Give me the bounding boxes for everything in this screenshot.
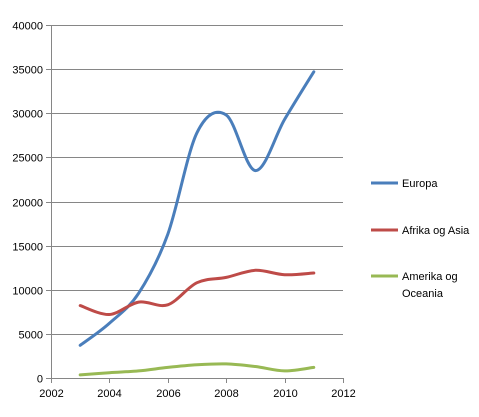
legend: Europa Afrika og Asia Amerika og Oceania — [371, 178, 470, 300]
legend-label-amerika-og-oceania: Amerika og Oceania — [402, 271, 458, 300]
y-tick-label: 40000 — [12, 21, 43, 33]
series-line-amerika-og-oceania — [78, 362, 316, 377]
x-tick-label: 2008 — [214, 388, 238, 400]
legend-label-line: Amerika og — [402, 271, 458, 283]
y-tick-label: 20000 — [12, 198, 43, 210]
series-line-europa — [78, 70, 316, 347]
y-tick-label: 0 — [37, 374, 43, 386]
legend-label-europa: Europa — [402, 178, 438, 190]
y-tick-label: 35000 — [12, 65, 43, 77]
x-tick-label: 2010 — [273, 388, 297, 400]
x-tick-label: 2004 — [97, 388, 121, 400]
y-tick-label: 30000 — [12, 109, 43, 121]
y-tick-label: 15000 — [12, 242, 43, 254]
legend-label-line: Afrika og Asia — [402, 225, 470, 237]
y-tick-label: 10000 — [12, 286, 43, 298]
gridlines — [51, 25, 343, 335]
y-axis-tick-labels: 0 5000 10000 15000 20000 25000 30000 35000 40000 — [12, 21, 43, 386]
series-lines — [78, 70, 316, 377]
legend-label-afrika-og-asia: Afrika og Asia — [402, 225, 470, 237]
series-line-afrika-og-asia — [78, 268, 316, 316]
legend-label-line: Oceania — [402, 288, 444, 300]
x-tick-label: 2002 — [39, 388, 63, 400]
y-tick-label: 5000 — [19, 330, 43, 342]
x-axis-tick-labels: 2002 2004 2006 2008 2010 2012 — [39, 388, 355, 400]
axes — [46, 25, 344, 383]
x-tick-label: 2012 — [331, 388, 355, 400]
legend-label-line: Europa — [402, 178, 438, 190]
y-tick-label: 25000 — [12, 153, 43, 165]
x-tick-label: 2006 — [156, 388, 180, 400]
